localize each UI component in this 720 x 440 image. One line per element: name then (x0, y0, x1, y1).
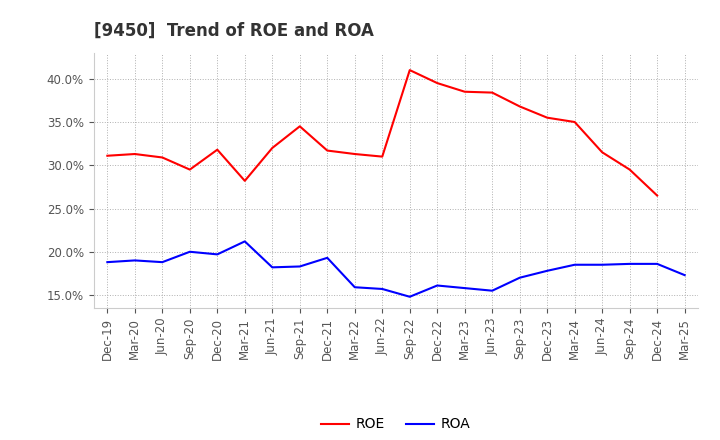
ROE (378, 154, 387, 159)
ROE (323, 148, 332, 153)
ROA (186, 249, 194, 254)
ROE (570, 119, 579, 125)
ROA (103, 260, 112, 265)
ROE (405, 67, 414, 73)
Legend: ROE, ROA: ROE, ROA (316, 412, 476, 437)
ROE (213, 147, 222, 152)
ROA (351, 285, 359, 290)
ROE (295, 124, 304, 129)
ROA (405, 294, 414, 299)
ROE (543, 115, 552, 120)
ROA (516, 275, 524, 280)
ROA (158, 260, 166, 265)
ROA (460, 286, 469, 291)
ROE (158, 155, 166, 160)
ROA (653, 261, 662, 267)
ROE (130, 151, 139, 157)
ROE (488, 90, 497, 95)
Line: ROE: ROE (107, 70, 657, 195)
ROE (516, 104, 524, 109)
ROE (186, 167, 194, 172)
ROA (543, 268, 552, 273)
ROE (240, 178, 249, 183)
ROE (626, 167, 634, 172)
ROA (268, 265, 276, 270)
ROA (598, 262, 606, 268)
ROE (103, 153, 112, 158)
ROE (460, 89, 469, 94)
ROA (378, 286, 387, 292)
ROA (626, 261, 634, 267)
ROA (130, 258, 139, 263)
ROE (433, 81, 441, 86)
Line: ROA: ROA (107, 242, 685, 297)
ROA (570, 262, 579, 268)
ROA (240, 239, 249, 244)
ROA (295, 264, 304, 269)
ROA (323, 255, 332, 260)
ROE (653, 193, 662, 198)
ROA (488, 288, 497, 293)
ROA (433, 283, 441, 288)
ROA (213, 252, 222, 257)
ROE (351, 151, 359, 157)
ROE (268, 145, 276, 150)
ROA (680, 272, 689, 278)
Text: [9450]  Trend of ROE and ROA: [9450] Trend of ROE and ROA (94, 22, 374, 40)
ROE (598, 150, 606, 155)
